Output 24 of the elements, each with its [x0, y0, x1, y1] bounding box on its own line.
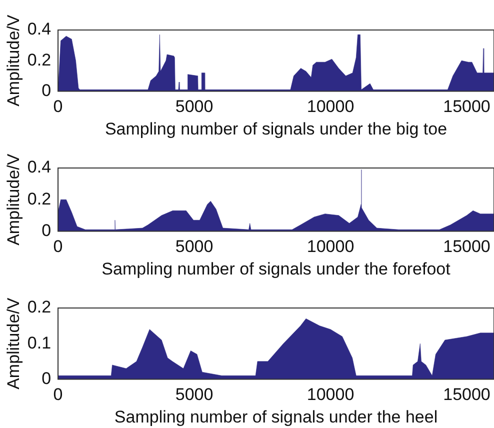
x-tick-label: 15000 [443, 237, 490, 256]
x-tick-label: 10000 [306, 237, 354, 256]
y-tick-label: 0.4 [27, 158, 52, 177]
x-tick-label: 5000 [175, 385, 214, 404]
y-tick-label: 0.2 [27, 50, 52, 70]
y-tick-label: 0.2 [27, 298, 52, 317]
y-tick-label: 0 [42, 80, 52, 100]
x-tick-label: 10000 [306, 385, 354, 404]
y-tick-label: 0.1 [27, 333, 52, 352]
x-tick-label: 15000 [443, 97, 490, 116]
y-axis-title: Amplitude/V [4, 14, 23, 106]
y-tick-label: 0.4 [27, 20, 52, 39]
x-axis-title: Sampling number of signals under the heel [114, 407, 438, 426]
x-axis-title: Sampling number of signals under the forefoot [102, 259, 451, 278]
x-tick-label: 5000 [175, 237, 214, 256]
y-axis-title: Amplitude/V [4, 297, 23, 390]
y-tick-label: 0 [42, 368, 52, 388]
x-axis-title: Sampling number of signals under the big toe [104, 119, 448, 138]
x-tick-label: 10000 [306, 97, 354, 116]
y-axis-title: Amplitude/V [4, 153, 23, 246]
x-tick-label: 5000 [175, 97, 214, 116]
y-tick-label: 0.2 [27, 189, 52, 208]
x-tick-label: 15000 [443, 385, 490, 404]
y-tick-label: 0 [42, 220, 52, 240]
